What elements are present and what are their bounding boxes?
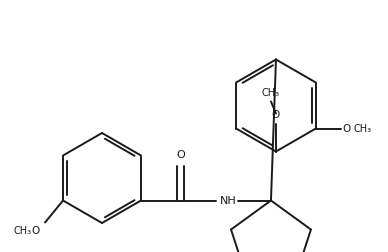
Text: O: O xyxy=(343,123,351,134)
Text: O: O xyxy=(32,226,40,236)
Text: CH₃: CH₃ xyxy=(354,123,372,134)
Text: O: O xyxy=(177,150,185,161)
Text: CH₃: CH₃ xyxy=(14,226,32,236)
Text: O: O xyxy=(272,110,280,120)
Text: CH₃: CH₃ xyxy=(262,88,280,99)
Text: NH: NH xyxy=(220,196,237,205)
